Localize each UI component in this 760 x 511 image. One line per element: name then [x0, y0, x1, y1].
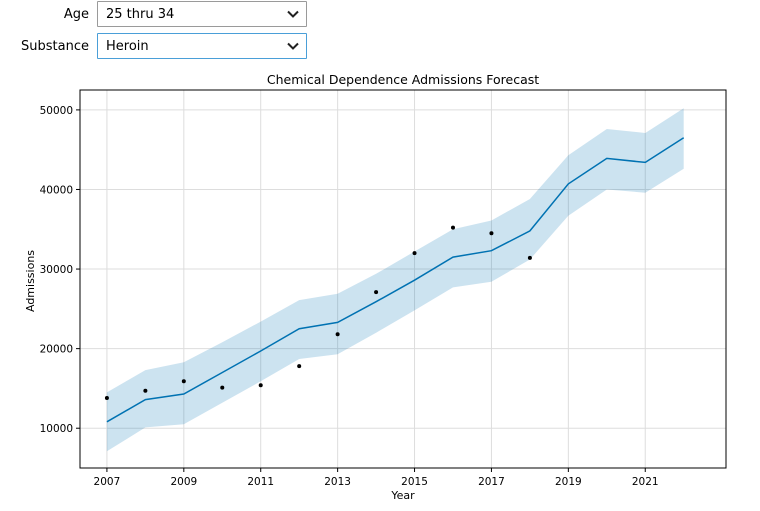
age-select-value: 25 thru 34: [106, 6, 175, 22]
admissions-forecast-chart: Chemical Dependence Admissions Forecast …: [24, 72, 727, 502]
observed-point: [489, 231, 494, 236]
observed-point: [104, 395, 109, 400]
substance-select-value: Heroin: [106, 38, 149, 54]
observed-point: [374, 290, 379, 295]
observed-point: [258, 383, 263, 388]
observed-point: [181, 379, 186, 384]
y-axis-ticks: 10000 20000 30000 40000 50000: [40, 105, 80, 435]
age-select[interactable]: 25 thru 34: [97, 1, 307, 27]
x-tick-label: 2009: [170, 476, 197, 488]
observed-point: [297, 364, 302, 369]
plot-frame: [79, 89, 727, 469]
y-axis-label: Admissions: [24, 250, 37, 312]
chart-title: Chemical Dependence Admissions Forecast: [267, 72, 539, 87]
observed-points: [104, 225, 532, 400]
x-axis-label: Year: [390, 489, 415, 502]
x-tick-label: 2017: [478, 476, 505, 488]
x-tick-label: 2021: [632, 476, 659, 488]
chevron-down-icon: [287, 42, 299, 50]
chevron-down-icon: [287, 10, 299, 18]
x-tick-label: 2015: [401, 476, 428, 488]
uncertainty-band: [106, 108, 684, 452]
observed-point: [527, 255, 532, 260]
observed-point: [143, 388, 148, 393]
observed-point: [335, 332, 340, 337]
age-control: Age 25 thru 34: [0, 0, 307, 28]
age-label: Age: [63, 6, 89, 22]
x-tick-label: 2019: [555, 476, 582, 488]
x-tick-label: 2013: [324, 476, 351, 488]
observed-point: [220, 385, 225, 390]
substance-label: Substance: [21, 38, 89, 54]
grid-lines: [80, 90, 726, 468]
y-tick-label: 40000: [40, 184, 73, 196]
x-tick-label: 2011: [247, 476, 274, 488]
x-axis-ticks: 2007 2009 2011 2013 2015 2017 2019 2021: [94, 468, 659, 488]
observed-point: [412, 251, 417, 256]
observed-point: [450, 225, 455, 230]
forecast-line: [106, 137, 685, 423]
y-tick-label: 50000: [40, 105, 73, 117]
y-tick-label: 10000: [40, 423, 73, 435]
y-tick-label: 30000: [40, 264, 73, 276]
substance-select[interactable]: Heroin: [97, 33, 307, 59]
y-tick-label: 20000: [40, 344, 73, 356]
substance-control: Substance Heroin: [0, 32, 307, 60]
x-tick-label: 2007: [94, 476, 121, 488]
